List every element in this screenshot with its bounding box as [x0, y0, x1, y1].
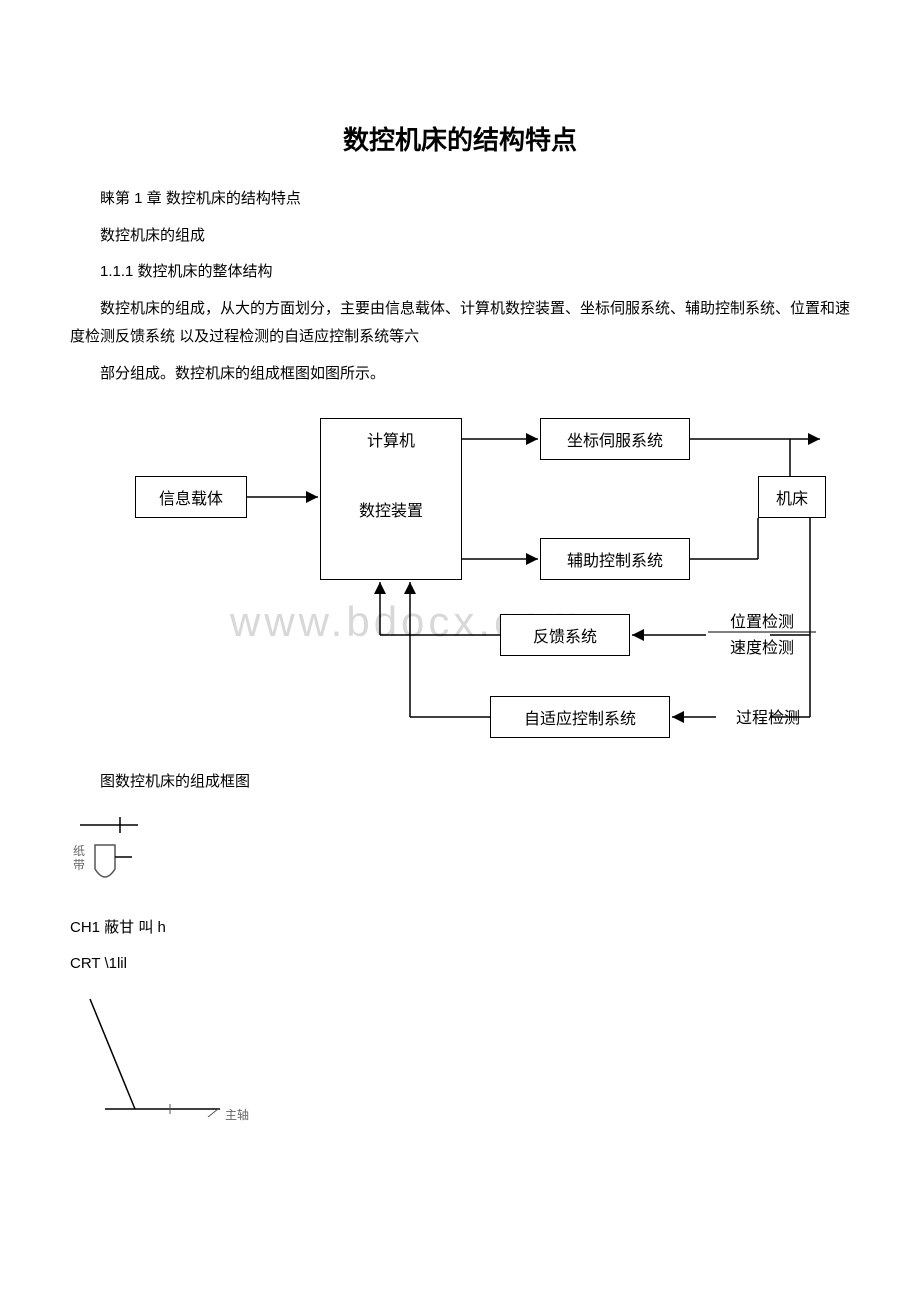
paragraph: 睐第 1 章 数控机床的结构特点 [70, 185, 850, 214]
svg-text:纸: 纸 [73, 844, 85, 858]
paragraph: 数控机床的组成 [70, 222, 850, 251]
axis-label: 主轴 [225, 1107, 249, 1122]
figure-caption: 图数控机床的组成框图 [70, 768, 850, 797]
node-label: 辅助控制系统 [567, 547, 663, 571]
node-label: 信息载体 [159, 485, 223, 509]
paragraph: 数控机床的组成，从大的方面划分，主要由信息载体、计算机数控装置、坐标伺服系统、辅… [70, 295, 850, 352]
node-label: 自适应控制系统 [524, 705, 636, 729]
node-adaptive-system: 自适应控制系统 [490, 696, 670, 738]
node-speed-detect: 速度检测 [710, 634, 814, 658]
node-info-carrier: 信息载体 [135, 476, 247, 518]
node-process-detect: 过程检测 [718, 704, 818, 728]
node-feedback-system: 反馈系统 [500, 614, 630, 656]
svg-text:带: 带 [73, 858, 85, 872]
paragraph: 1.1.1 数控机床的整体结构 [70, 258, 850, 287]
node-label: 坐标伺服系统 [567, 427, 663, 451]
paragraph: CRT \1lil [70, 950, 850, 979]
paragraph: 部分组成。数控机床的组成框图如图所示。 [70, 360, 850, 389]
node-cnc-device: 计算机 数控装置 [320, 418, 462, 580]
paragraph: CH1 蔽甘 叫 h [70, 914, 850, 943]
small-figure-1: 纸 带 [70, 807, 850, 902]
page-title: 数控机床的结构特点 [70, 120, 850, 157]
node-aux-system: 辅助控制系统 [540, 538, 690, 580]
node-machine: 机床 [758, 476, 826, 518]
node-label: 数控装置 [359, 499, 423, 525]
node-servo-system: 坐标伺服系统 [540, 418, 690, 460]
flowchart-diagram: www.bdocx.com [70, 398, 830, 748]
node-label: 反馈系统 [533, 623, 597, 647]
node-position-detect: 位置检测 [710, 608, 814, 632]
node-label: 计算机 [367, 429, 415, 455]
node-label: 机床 [776, 485, 808, 509]
small-figure-2: 主轴 [70, 989, 850, 1134]
